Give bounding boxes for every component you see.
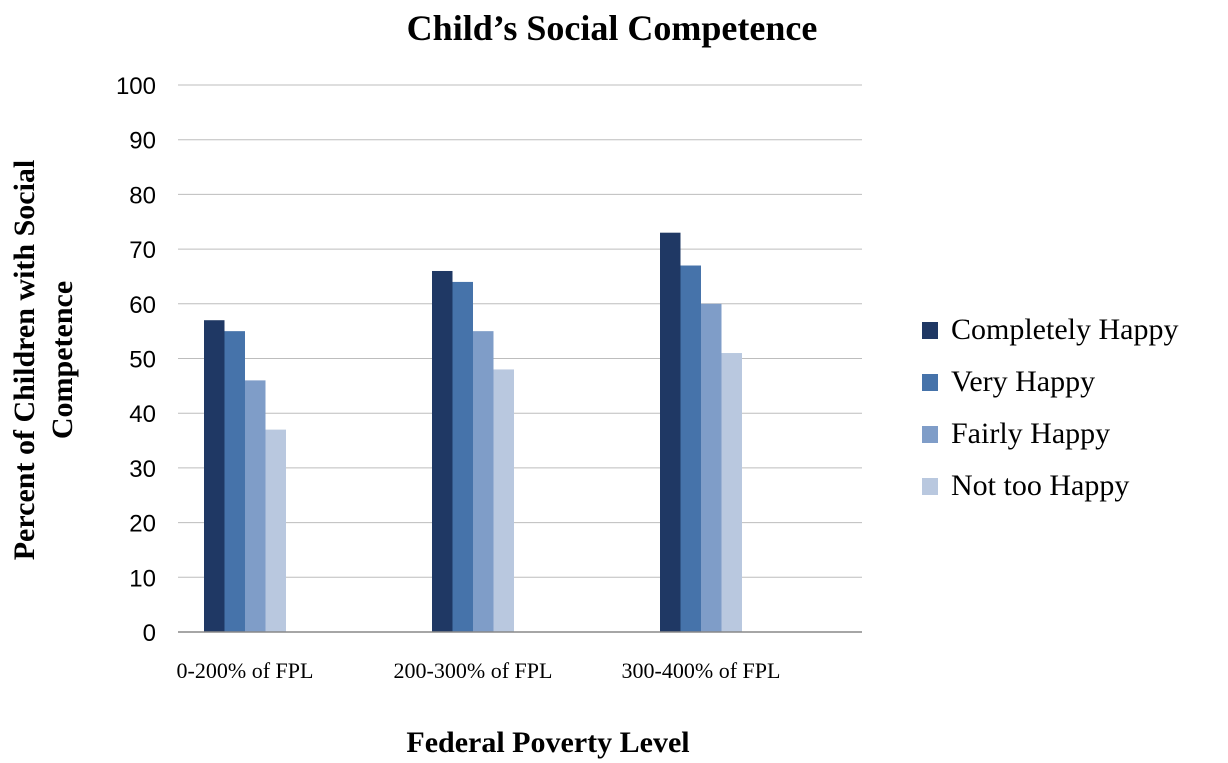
y-tick-label: 90 bbox=[129, 128, 156, 155]
y-tick-label: 100 bbox=[116, 73, 156, 100]
bar bbox=[452, 281, 473, 632]
legend-label: Completely Happy bbox=[951, 313, 1178, 346]
bar bbox=[432, 270, 453, 632]
y-tick-label: 80 bbox=[129, 182, 156, 209]
y-tick-labels: 0 10 20 30 40 50 60 70 80 90 100 bbox=[116, 73, 156, 647]
y-tick-label: 10 bbox=[129, 565, 156, 592]
y-tick-label: 40 bbox=[129, 401, 156, 428]
y-tick-label: 50 bbox=[129, 347, 156, 374]
bar bbox=[721, 353, 742, 632]
x-tick-label: 0-200% of FPL bbox=[177, 658, 314, 683]
bar bbox=[660, 232, 681, 632]
bar bbox=[680, 265, 701, 632]
y-tick-label: 60 bbox=[129, 292, 156, 319]
x-axis-title: Federal Poverty Level bbox=[406, 726, 689, 759]
y-axis-title-line-1: Percent of Children with Social bbox=[8, 160, 41, 561]
legend-swatch bbox=[922, 374, 938, 391]
y-axis-title-line-2: Competence bbox=[46, 281, 79, 439]
legend-swatch bbox=[922, 478, 938, 495]
bar bbox=[701, 303, 722, 632]
legend-label: Fairly Happy bbox=[951, 417, 1110, 450]
legend-label: Very Happy bbox=[951, 365, 1095, 398]
bars bbox=[204, 232, 742, 632]
y-tick-label: 30 bbox=[129, 456, 156, 483]
legend: Completely Happy Very Happy Fairly Happy No… bbox=[922, 313, 1178, 502]
y-tick-label: 70 bbox=[129, 237, 156, 264]
bar bbox=[265, 429, 286, 632]
y-tick-label: 0 bbox=[143, 620, 156, 647]
bar bbox=[473, 331, 494, 632]
x-tick-labels: 0-200% of FPL 200-300% of FPL 300-400% of … bbox=[177, 658, 781, 683]
bar bbox=[245, 380, 266, 632]
legend-label: Not too Happy bbox=[951, 469, 1129, 502]
legend-swatch bbox=[922, 322, 938, 339]
chart-title: Child’s Social Competence bbox=[407, 8, 818, 48]
gridlines bbox=[178, 84, 862, 578]
y-tick-label: 20 bbox=[129, 511, 156, 538]
legend-swatch bbox=[922, 426, 938, 443]
bar bbox=[493, 369, 514, 632]
x-tick-label: 300-400% of FPL bbox=[622, 658, 781, 683]
bar bbox=[224, 331, 245, 632]
x-tick-label: 200-300% of FPL bbox=[394, 658, 553, 683]
bar bbox=[204, 320, 225, 632]
y-axis-title: Percent of Children with Social Competen… bbox=[8, 160, 79, 561]
